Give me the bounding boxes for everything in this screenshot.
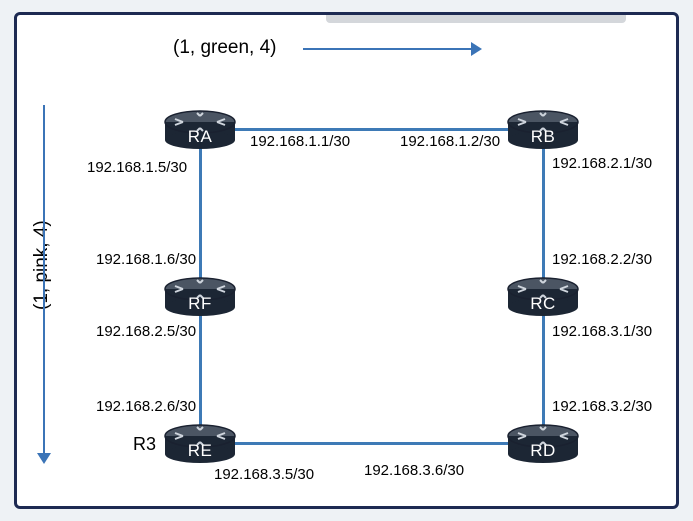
router-ra: RA xyxy=(163,110,237,150)
ip-re-right: 192.168.3.5/30 xyxy=(214,466,314,483)
ip-rf-up: 192.168.1.6/30 xyxy=(96,251,196,268)
link-rd-re xyxy=(227,442,515,445)
ghost-edge xyxy=(326,15,626,23)
ip-rd-left: 192.168.3.6/30 xyxy=(364,462,464,479)
router-label: RC xyxy=(530,294,556,314)
router-label: RB xyxy=(531,127,556,147)
ip-ra-right: 192.168.1.1/30 xyxy=(250,133,350,150)
router-label: RA xyxy=(188,127,213,147)
ip-re-up: 192.168.2.6/30 xyxy=(96,398,196,415)
label-r3: R3 xyxy=(133,434,156,455)
ip-rf-down: 192.168.2.5/30 xyxy=(96,323,196,340)
ip-rb-left: 192.168.1.2/30 xyxy=(400,133,500,150)
router-rd: RD xyxy=(506,424,580,464)
tuple-top: (1, green, 4) xyxy=(173,37,277,59)
link-rc-rd xyxy=(542,315,545,433)
tuple-left: (1, pink, 4) xyxy=(31,220,53,310)
arrow-top xyxy=(303,48,473,50)
ip-rc-down: 192.168.3.1/30 xyxy=(552,323,652,340)
router-rb: RB xyxy=(506,110,580,150)
link-rf-ra xyxy=(199,145,202,285)
arrow-left xyxy=(43,105,45,455)
link-ra-rb xyxy=(227,128,515,131)
router-rc: RC xyxy=(506,277,580,317)
router-rf: RF xyxy=(163,277,237,317)
diagram-frame: (1, green, 4) (1, pink, 4) RA xyxy=(14,12,679,509)
ip-rc-up: 192.168.2.2/30 xyxy=(552,251,652,268)
router-re: RE xyxy=(163,424,237,464)
ip-ra-down: 192.168.1.5/30 xyxy=(87,159,187,176)
ip-rb-down: 192.168.2.1/30 xyxy=(552,155,652,172)
router-label: RF xyxy=(188,294,212,314)
ip-rd-up: 192.168.3.2/30 xyxy=(552,398,652,415)
router-label: RE xyxy=(188,441,213,461)
link-re-rf xyxy=(199,315,202,433)
link-rb-rc xyxy=(542,145,545,285)
router-label: RD xyxy=(530,441,556,461)
